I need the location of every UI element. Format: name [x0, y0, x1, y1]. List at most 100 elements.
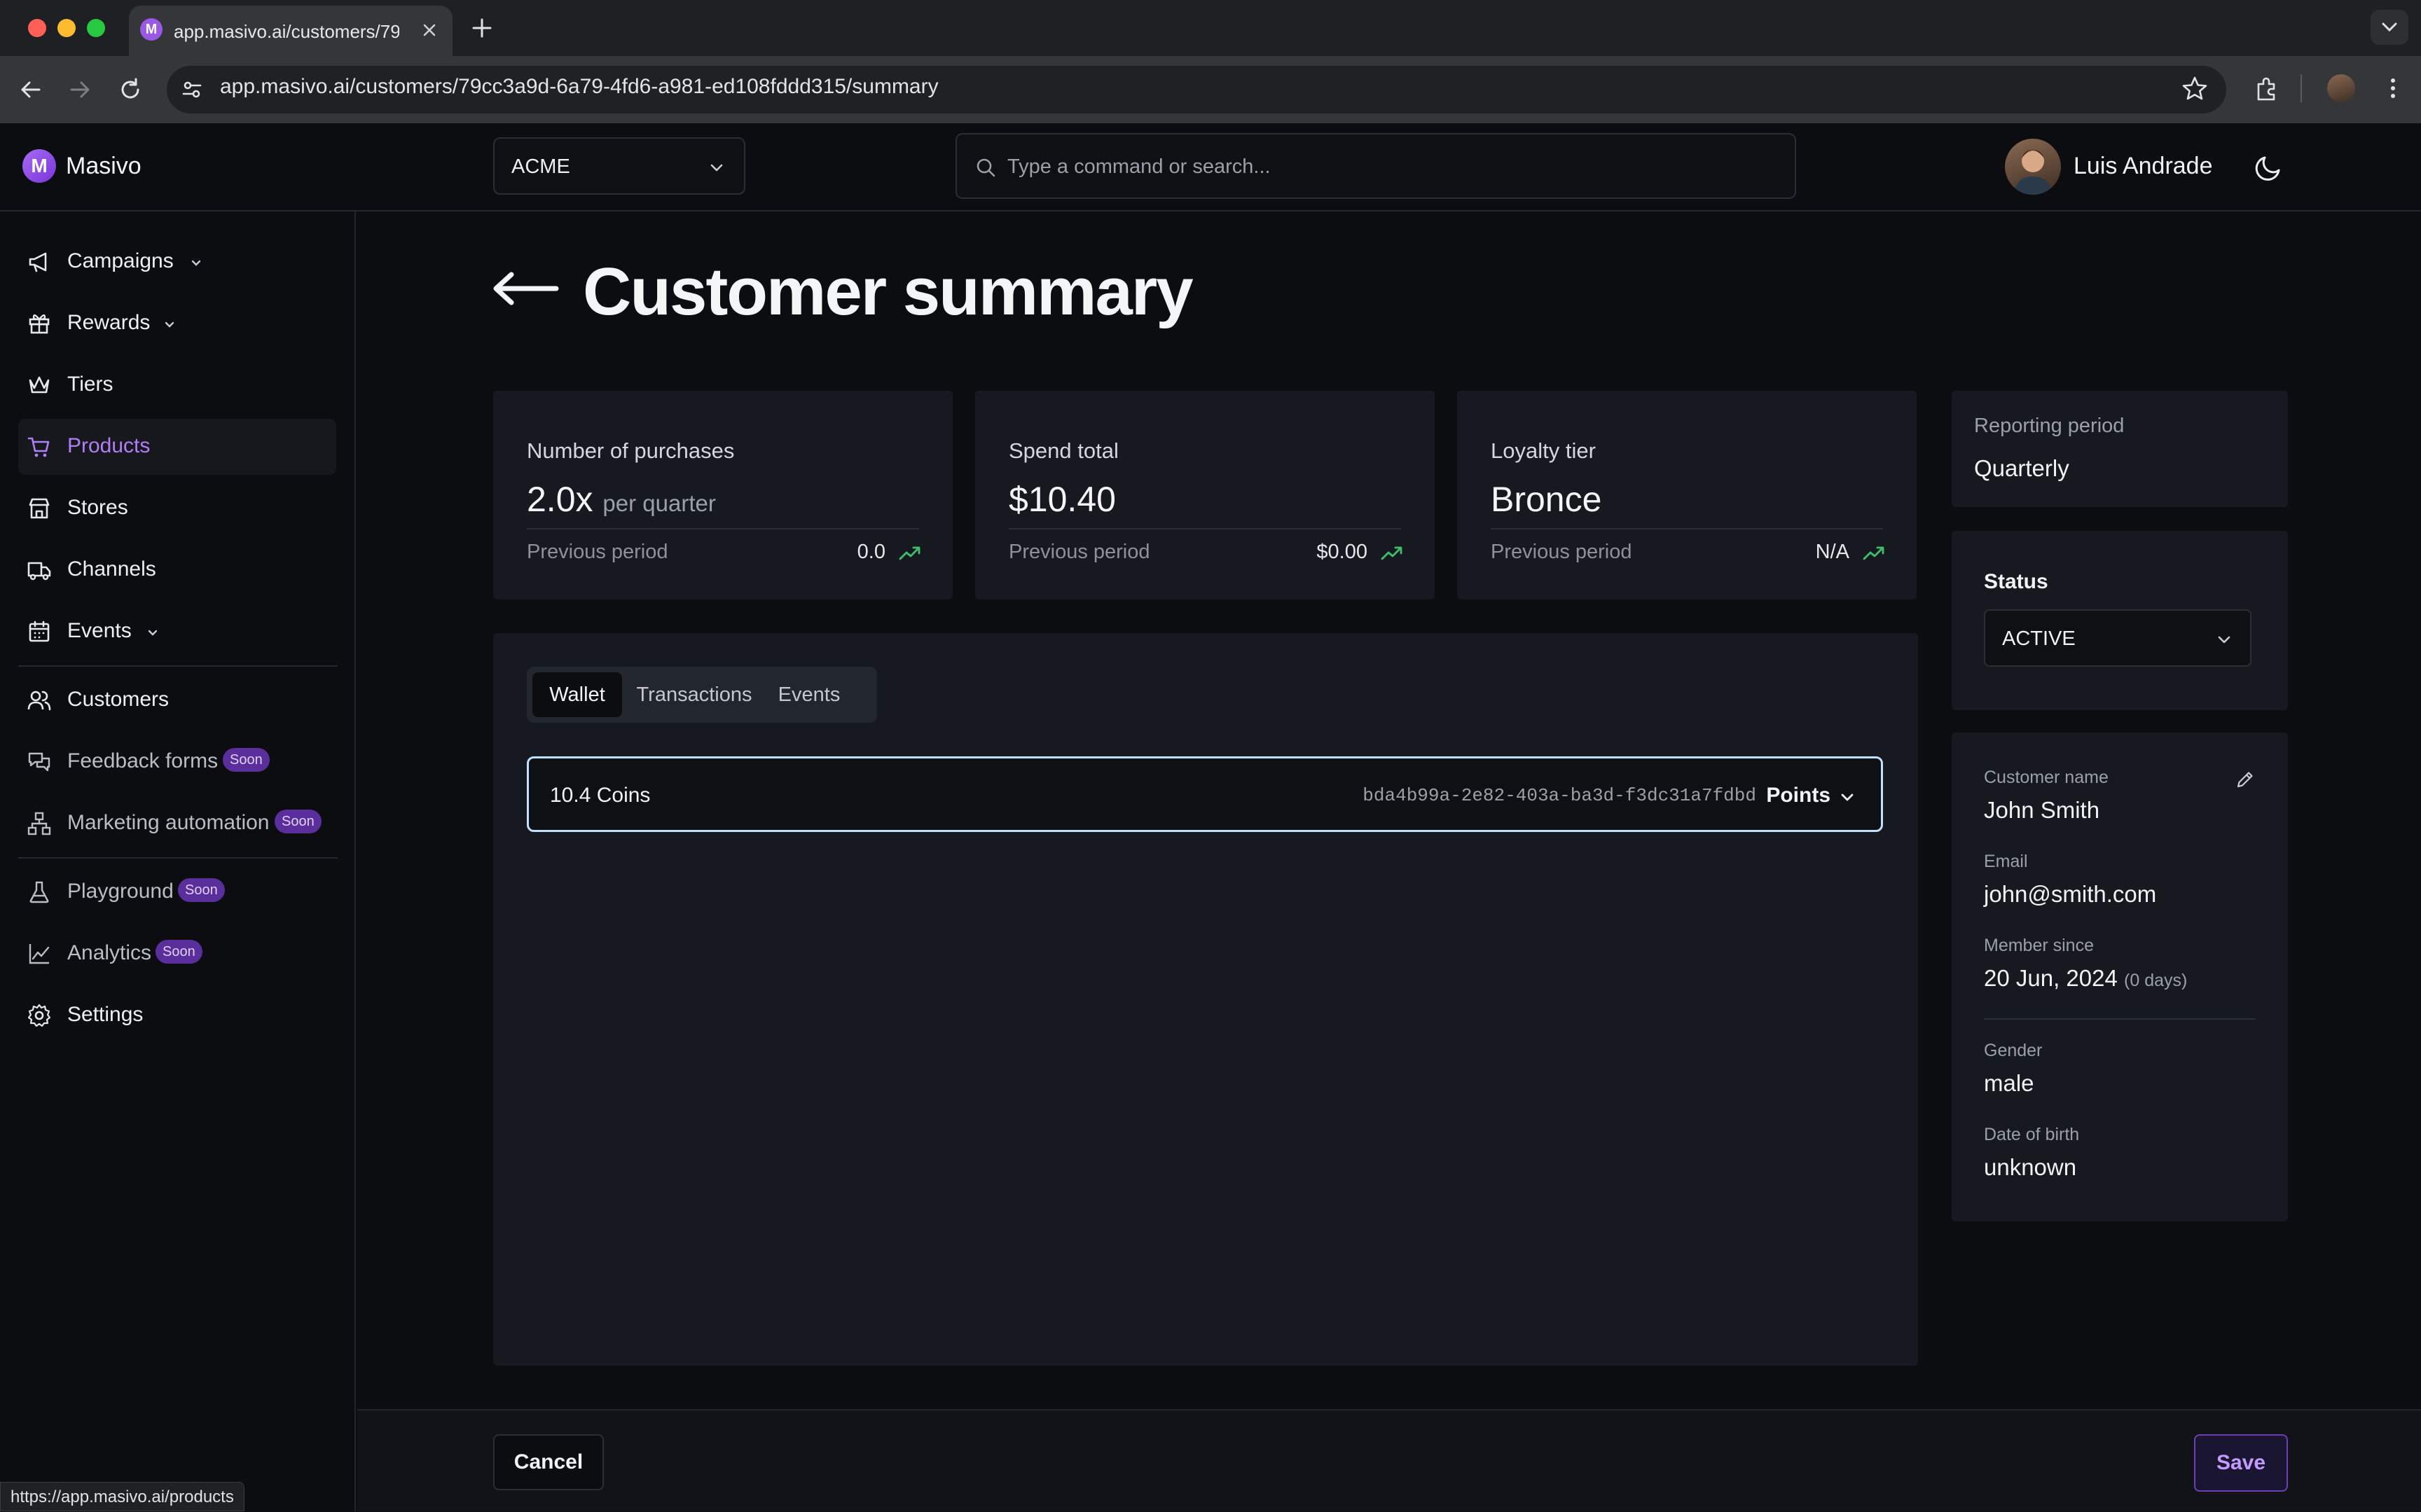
- sidebar-item-label: Feedback forms: [67, 749, 219, 772]
- wallet-panel: [493, 633, 1918, 1366]
- customer-gender: male: [1984, 1070, 2034, 1096]
- bookmark-star-icon[interactable]: [2180, 74, 2209, 104]
- sidebar-item-feedback-forms[interactable]: Feedback forms Soon: [18, 734, 336, 790]
- chart-line-icon: [27, 941, 52, 966]
- close-tab-icon[interactable]: [419, 20, 440, 41]
- stat-card-spend: Spend total $10.40 Previous period $0.00: [975, 391, 1435, 599]
- new-tab-icon[interactable]: [468, 14, 496, 42]
- url-text[interactable]: app.masivo.ai/customers/79cc3a9d-6a79-4f…: [220, 75, 939, 98]
- organization-value: ACME: [511, 155, 570, 178]
- sidebar-item-rewards[interactable]: Rewards: [18, 296, 336, 352]
- status-value: ACTIVE: [2002, 627, 2076, 650]
- previous-period-value: N/A: [1815, 541, 1849, 563]
- save-button[interactable]: Save: [2194, 1434, 2288, 1492]
- sidebar-item-stores[interactable]: Stores: [18, 480, 336, 536]
- previous-period-label: Previous period: [1491, 541, 1632, 563]
- browser-menu-icon[interactable]: [2379, 74, 2407, 102]
- sidebar-item-events[interactable]: Events: [18, 604, 336, 660]
- soon-badge: Soon: [275, 810, 322, 833]
- wallet-type: Points: [1766, 784, 1830, 807]
- back-arrow-icon[interactable]: [490, 268, 560, 310]
- customer-dob: unknown: [1984, 1154, 2077, 1180]
- minimize-window-button[interactable]: [57, 19, 76, 37]
- search-input[interactable]: [1006, 150, 1777, 183]
- reload-icon[interactable]: [116, 76, 144, 104]
- pencil-icon[interactable]: [2235, 769, 2256, 790]
- stat-label: Spend total: [1009, 438, 1119, 463]
- masivo-logo-icon[interactable]: M: [22, 149, 56, 183]
- soon-badge: Soon: [223, 748, 270, 772]
- truck-icon: [27, 557, 52, 583]
- sidebar-item-label: Events: [67, 619, 132, 642]
- tab-events[interactable]: Events: [778, 684, 841, 706]
- email-label: Email: [1984, 852, 2028, 871]
- users-icon: [27, 688, 52, 713]
- chevron-down-icon: [708, 158, 726, 176]
- cancel-button[interactable]: Cancel: [493, 1434, 604, 1490]
- logo-text[interactable]: Masivo: [66, 153, 142, 179]
- forward-icon[interactable]: [66, 76, 94, 104]
- reporting-period-label: Reporting period: [1974, 415, 2125, 437]
- user-name[interactable]: Luis Andrade: [2074, 153, 2213, 179]
- sidebar-item-tiers[interactable]: Tiers: [18, 357, 336, 413]
- maximize-window-button[interactable]: [87, 19, 105, 37]
- status-select[interactable]: ACTIVE: [1984, 609, 2251, 667]
- sidebar-item-playground[interactable]: Playground Soon: [18, 864, 336, 920]
- tab-search-button[interactable]: [2371, 10, 2408, 45]
- search-icon: [975, 157, 996, 178]
- moon-icon[interactable]: [2253, 148, 2288, 183]
- close-window-button[interactable]: [28, 19, 46, 37]
- chevron-down-icon: [1839, 789, 1856, 806]
- reporting-period-value: Quarterly: [1974, 455, 2069, 481]
- stat-divider: [1009, 528, 1401, 529]
- sidebar-item-label: Settings: [67, 1003, 144, 1026]
- site-info-icon[interactable]: [179, 77, 205, 102]
- chevron-down-icon: [189, 256, 203, 270]
- user-avatar[interactable]: [2005, 139, 2061, 195]
- customer-email: john@smith.com: [1984, 881, 2157, 907]
- tab-transactions[interactable]: Transactions: [636, 684, 752, 706]
- sidebar-item-settings[interactable]: Settings: [18, 987, 336, 1043]
- customer-name: John Smith: [1984, 797, 2100, 823]
- chat-icon: [27, 749, 52, 775]
- sidebar-item-label: Rewards: [67, 311, 151, 334]
- stat-divider: [527, 528, 919, 529]
- stat-label: Number of purchases: [527, 438, 735, 463]
- wallet-amount: 10.4 Coins: [550, 784, 651, 807]
- command-search[interactable]: [956, 133, 1796, 199]
- sidebar-item-label: Customers: [67, 688, 170, 711]
- tab-list: Wallet Transactions Events: [527, 667, 877, 723]
- back-icon[interactable]: [17, 76, 45, 104]
- sidebar-item-channels[interactable]: Channels: [18, 542, 336, 598]
- toolbar-divider: [2301, 74, 2302, 102]
- sidebar-item-products[interactable]: Products: [18, 419, 336, 475]
- sidebar-item-campaigns[interactable]: Campaigns: [18, 234, 336, 290]
- stat-divider: [1491, 528, 1883, 529]
- sidebar-item-marketing-automation[interactable]: Marketing automation Soon: [18, 796, 336, 852]
- address-bar[interactable]: [167, 66, 2226, 113]
- workflow-icon: [27, 811, 52, 836]
- sidebar-item-customers[interactable]: Customers: [18, 672, 336, 728]
- wallet-row[interactable]: 10.4 Coins bda4b99a-2e82-403a-ba3d-f3dc3…: [527, 756, 1883, 832]
- gift-icon: [27, 311, 52, 336]
- tab-wallet[interactable]: Wallet: [532, 672, 622, 717]
- sidebar-item-label: Analytics: [67, 941, 152, 964]
- trending-up-icon: [1862, 545, 1886, 562]
- tab-title: app.masivo.ai/customers/79c: [174, 21, 399, 42]
- profile-avatar[interactable]: [2327, 74, 2355, 102]
- member-since-value: 20 Jun, 2024 (0 days): [1984, 965, 2188, 991]
- previous-period-label: Previous period: [527, 541, 668, 563]
- extensions-icon[interactable]: [2251, 74, 2281, 104]
- link-preview-status: https://app.masivo.ai/products: [0, 1482, 244, 1511]
- sidebar-item-analytics[interactable]: Analytics Soon: [18, 926, 336, 982]
- organization-select[interactable]: ACME: [493, 137, 745, 195]
- stat-label: Loyalty tier: [1491, 438, 1596, 463]
- page-title: Customer summary: [583, 254, 1194, 329]
- chevron-down-icon: [163, 318, 177, 332]
- previous-period-value: $0.00: [1316, 541, 1367, 563]
- browser-tab[interactable]: M app.masivo.ai/customers/79c: [129, 6, 453, 56]
- member-since-label: Member since: [1984, 936, 2094, 955]
- sidebar-item-label: Products: [67, 434, 151, 457]
- soon-badge: Soon: [178, 878, 225, 902]
- megaphone-icon: [27, 249, 52, 275]
